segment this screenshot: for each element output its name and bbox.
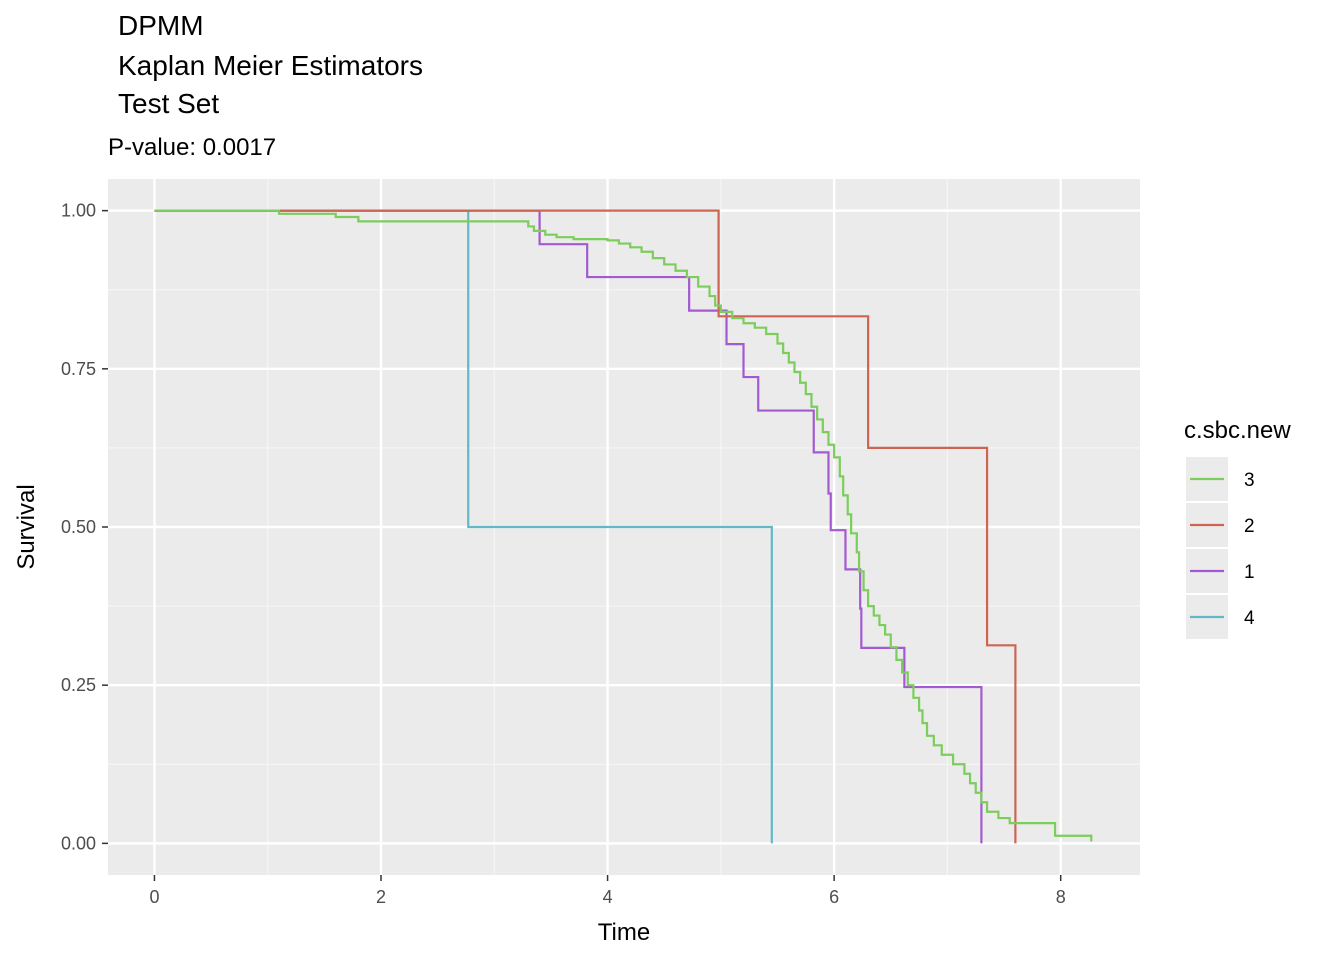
legend: c.sbc.new 3 2 1 4 xyxy=(1184,417,1291,639)
x-tick-label: 0 xyxy=(149,887,159,907)
y-tick-label: 0.00 xyxy=(61,833,96,853)
legend-label-3: 3 xyxy=(1244,470,1255,491)
legend-label-2: 2 xyxy=(1244,516,1255,537)
legend-label-1: 1 xyxy=(1244,562,1255,583)
y-tick-label: 0.50 xyxy=(61,517,96,537)
y-tick-label: 1.00 xyxy=(61,201,96,221)
x-tick-label: 4 xyxy=(603,887,613,907)
legend-label-4: 4 xyxy=(1244,608,1255,629)
x-tick-label: 2 xyxy=(376,887,386,907)
series-line-3 xyxy=(154,209,1093,842)
y-axis: 0.00 0.25 0.50 0.75 1.00 xyxy=(61,201,108,853)
chart-title-line-3: Test Set xyxy=(118,88,220,119)
series-line-1 xyxy=(154,209,983,844)
chart-subtitle: P-value: 0.0017 xyxy=(108,134,277,161)
x-tick-label: 8 xyxy=(1056,887,1066,907)
y-tick-label: 0.75 xyxy=(61,359,96,379)
x-axis-title: Time xyxy=(598,919,650,946)
x-tick-label: 6 xyxy=(829,887,839,907)
legend-title: c.sbc.new xyxy=(1184,417,1291,444)
x-axis: 0 2 4 6 8 xyxy=(149,875,1066,907)
y-tick-label: 0.25 xyxy=(61,675,96,695)
chart-title-line-1: DPMM xyxy=(118,10,204,41)
series-layer xyxy=(154,209,1093,844)
y-axis-title: Survival xyxy=(13,484,40,569)
series-line-2 xyxy=(154,209,1017,844)
chart-title-line-2: Kaplan Meier Estimators xyxy=(118,50,424,81)
